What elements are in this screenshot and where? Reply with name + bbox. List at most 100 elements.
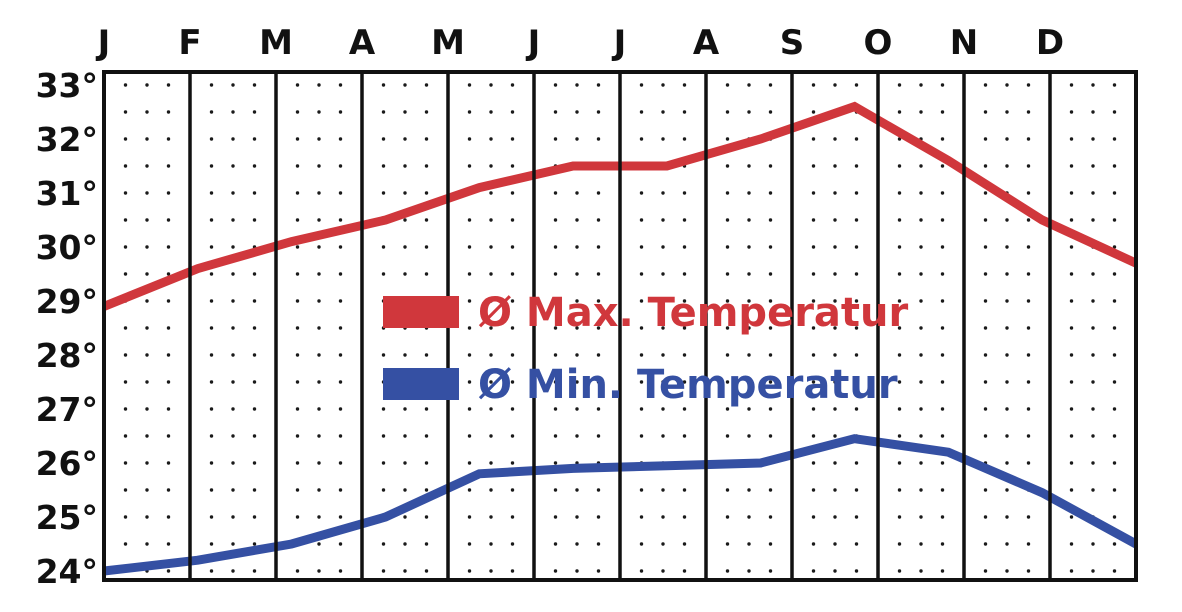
grid-dot (210, 515, 213, 518)
grid-dot (747, 434, 750, 437)
grid-dot (468, 353, 471, 356)
grid-dot (769, 353, 772, 356)
grid-dot (145, 83, 148, 86)
grid-dot (597, 110, 600, 113)
grid-dot (403, 515, 406, 518)
grid-dot (984, 488, 987, 491)
grid-dot (941, 380, 944, 383)
grid-dot (210, 407, 213, 410)
grid-dot (145, 515, 148, 518)
grid-dot (941, 191, 944, 194)
grid-dot (511, 191, 514, 194)
grid-dot (898, 110, 901, 113)
month-label: D (1036, 23, 1064, 63)
grid-dot (554, 191, 557, 194)
grid-dot (1027, 299, 1030, 302)
grid-dot (575, 110, 578, 113)
grid-dot (554, 353, 557, 356)
grid-dot (317, 515, 320, 518)
grid-dot (1005, 488, 1008, 491)
grid-dot (425, 353, 428, 356)
grid-dot (1091, 569, 1094, 572)
grid-dot (403, 83, 406, 86)
grid-dot (554, 569, 557, 572)
grid-dot (1027, 164, 1030, 167)
grid-dot (919, 353, 922, 356)
grid-dot (317, 488, 320, 491)
grid-dot (575, 137, 578, 140)
grid-dot (231, 110, 234, 113)
grid-dot (124, 353, 127, 356)
grid-dot (597, 515, 600, 518)
grid-dot (833, 218, 836, 221)
grid-dot (296, 218, 299, 221)
grid-dot (145, 164, 148, 167)
grid-dot (683, 353, 686, 356)
grid-dot (296, 380, 299, 383)
grid-dot (1027, 353, 1030, 356)
grid-dot (575, 542, 578, 545)
grid-dot (919, 515, 922, 518)
grid-dot (984, 515, 987, 518)
grid-dot (597, 83, 600, 86)
grid-dot (833, 569, 836, 572)
grid-dot (575, 488, 578, 491)
grid-dot (253, 434, 256, 437)
grid-dot (747, 542, 750, 545)
grid-dot (1091, 434, 1094, 437)
grid-dot (1027, 191, 1030, 194)
grid-dot (640, 542, 643, 545)
grid-dot (296, 164, 299, 167)
grid-dot (1091, 326, 1094, 329)
grid-dot (124, 218, 127, 221)
grid-dot (726, 164, 729, 167)
grid-dot (489, 542, 492, 545)
grid-dot (747, 191, 750, 194)
grid-dot (919, 245, 922, 248)
grid-dot (855, 164, 858, 167)
temperature-tick-label: 26° (36, 444, 98, 483)
grid-dot (683, 488, 686, 491)
grid-dot (919, 164, 922, 167)
grid-dot (984, 110, 987, 113)
grid-dot (812, 488, 815, 491)
grid-dot (339, 434, 342, 437)
grid-dot (231, 137, 234, 140)
grid-dot (296, 353, 299, 356)
grid-dot (1005, 137, 1008, 140)
grid-dot (489, 515, 492, 518)
grid-dot (468, 137, 471, 140)
grid-dot (661, 83, 664, 86)
grid-dot (317, 461, 320, 464)
grid-dot (511, 137, 514, 140)
grid-dot (747, 218, 750, 221)
grid-dot (425, 434, 428, 437)
grid-dot (167, 218, 170, 221)
grid-dot (769, 110, 772, 113)
grid-dot (683, 542, 686, 545)
grid-dot (1091, 407, 1094, 410)
grid-dot (425, 137, 428, 140)
grid-dot (812, 434, 815, 437)
grid-dot (1113, 488, 1116, 491)
grid-dot (769, 191, 772, 194)
grid-dot (231, 380, 234, 383)
grid-dot (941, 164, 944, 167)
grid-dot (833, 488, 836, 491)
grid-dot (210, 461, 213, 464)
grid-dot (253, 137, 256, 140)
grid-dot (1113, 407, 1116, 410)
grid-dot (747, 569, 750, 572)
grid-dot (683, 245, 686, 248)
grid-dot (683, 515, 686, 518)
grid-dot (640, 569, 643, 572)
grid-dot (425, 272, 428, 275)
grid-dot (1113, 299, 1116, 302)
grid-dot (769, 245, 772, 248)
grid-dot (339, 353, 342, 356)
month-label: O (864, 23, 893, 63)
grid-dot (1113, 110, 1116, 113)
grid-dot (1027, 218, 1030, 221)
grid-dot (640, 245, 643, 248)
grid-dot (1091, 380, 1094, 383)
